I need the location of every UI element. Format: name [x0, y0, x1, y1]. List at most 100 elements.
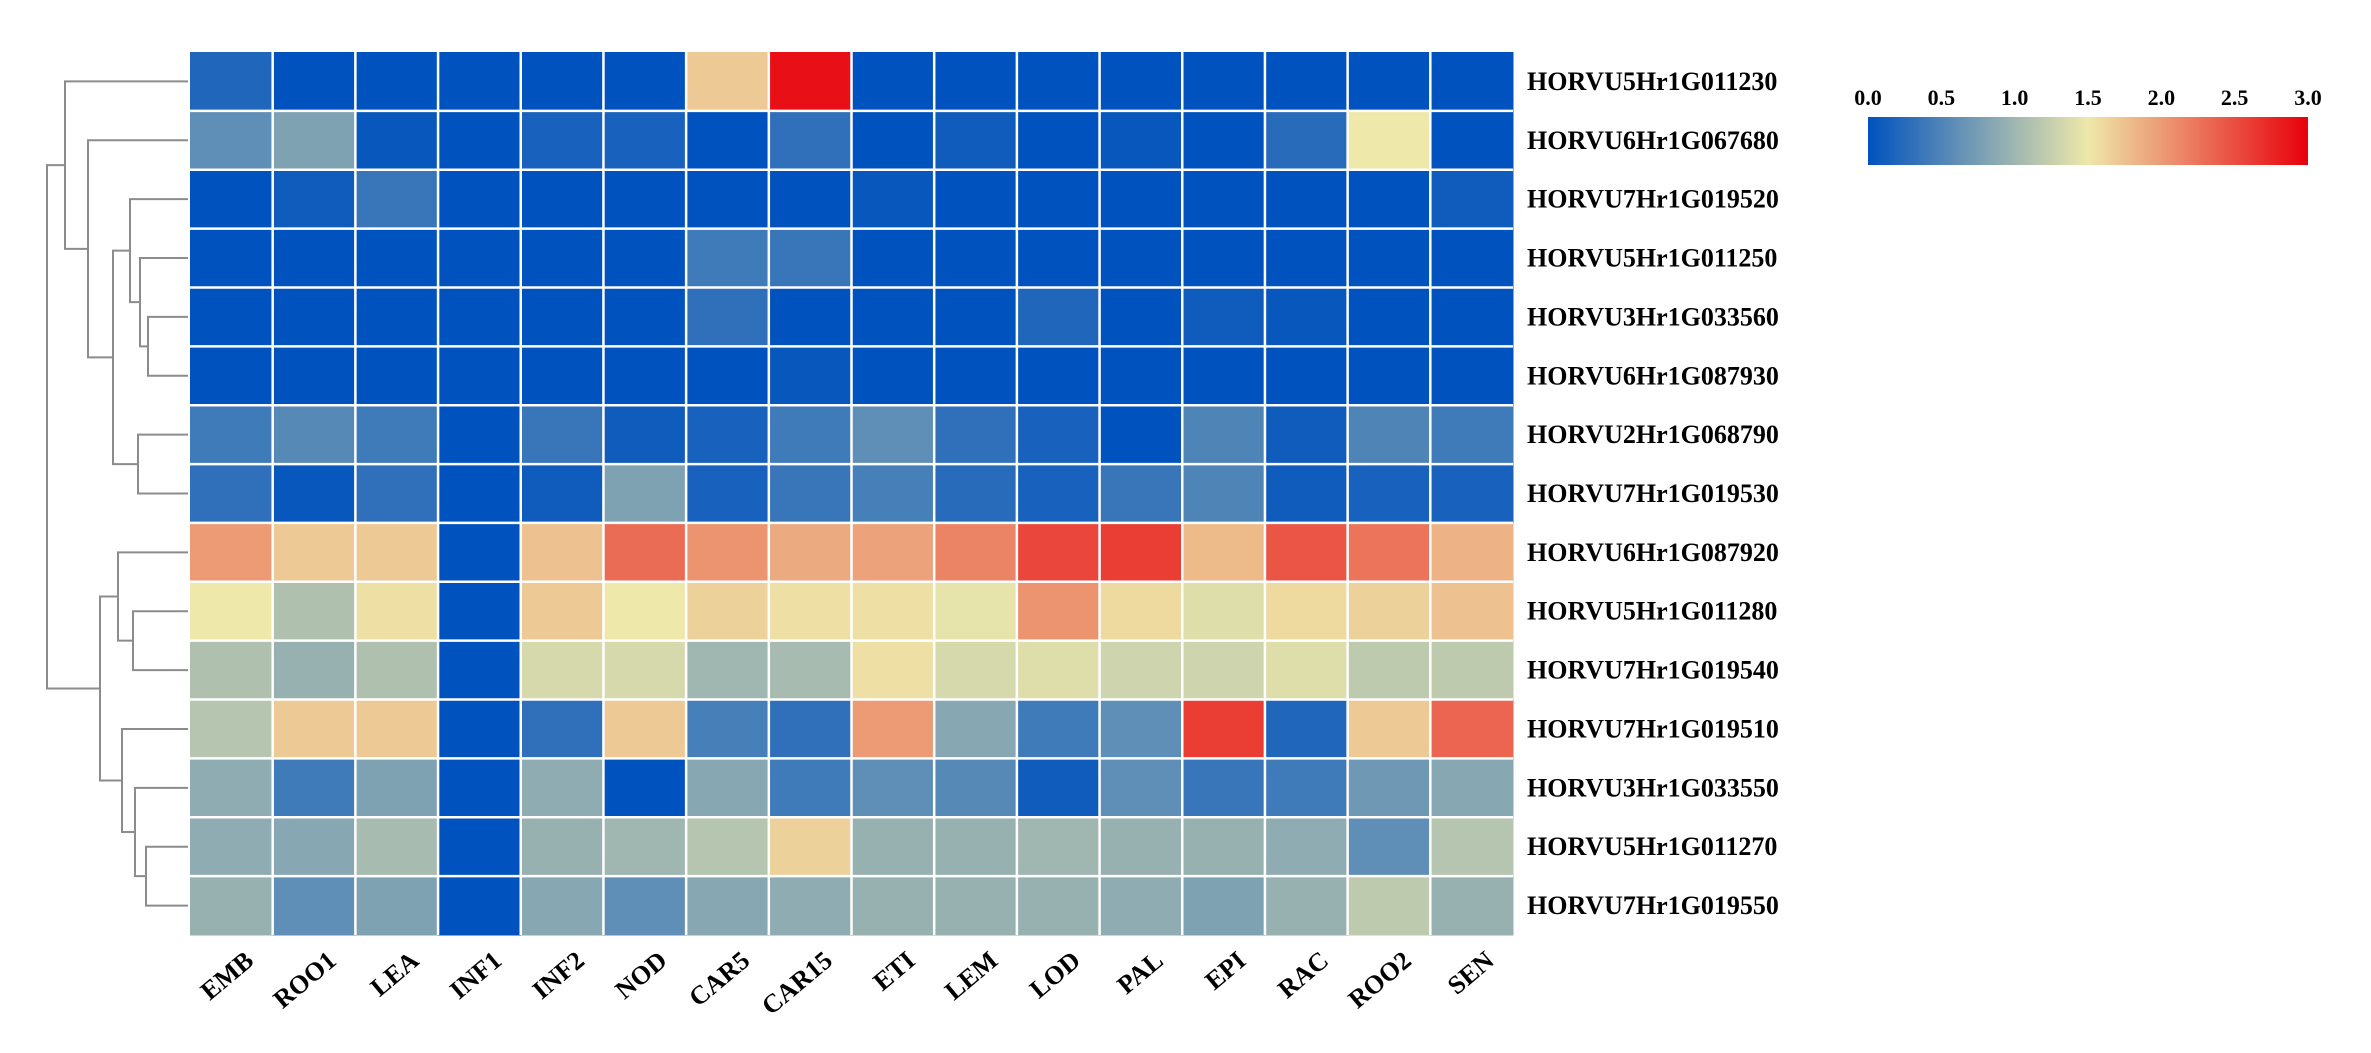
- heatmap-cell: [934, 758, 1018, 818]
- heatmap-cell: [438, 110, 522, 171]
- heatmap-cell: [1016, 110, 1101, 171]
- heatmap-cell: [1182, 581, 1266, 642]
- heatmap-cell: [520, 522, 604, 583]
- heatmap-cell: [438, 346, 522, 406]
- colorbar-tick-label: 0.5: [1928, 85, 1956, 110]
- heatmap-cell: [851, 228, 935, 288]
- column-label: CAR5: [683, 945, 755, 1012]
- heatmap-cell: [1264, 758, 1349, 818]
- row-label: HORVU3Hr1G033560: [1527, 302, 1779, 331]
- heatmap-cell: [1016, 640, 1101, 701]
- heatmap-cell: [520, 640, 604, 701]
- colorbar-tick-label: 3.0: [2294, 85, 2322, 110]
- heatmap-cell: [768, 228, 852, 288]
- heatmap-cell: [1099, 876, 1183, 936]
- row-label: HORVU7Hr1G019550: [1527, 891, 1779, 920]
- heatmap-cell: [603, 110, 687, 171]
- heatmap-cell: [1430, 699, 1514, 759]
- heatmap-cell: [1430, 640, 1514, 701]
- heatmap-cell: [1264, 110, 1349, 171]
- heatmap-cell: [1016, 876, 1101, 936]
- heatmap-cell: [520, 581, 604, 642]
- dendrogram-branch: [121, 727, 188, 833]
- heatmap-cell: [603, 228, 687, 288]
- heatmap-cell: [686, 464, 770, 524]
- heatmap-cell: [934, 581, 1018, 642]
- heatmap-cell: [438, 876, 522, 936]
- heatmap-cell: [603, 52, 687, 112]
- colorbar-tick-label: 0.0: [1854, 85, 1882, 110]
- heatmap-cell: [686, 699, 770, 759]
- heatmap-cell: [768, 581, 852, 642]
- heatmap-cell: [686, 817, 770, 877]
- heatmap-cell: [1347, 758, 1431, 818]
- heatmap-cell: [1182, 346, 1266, 406]
- heatmap-cell: [1099, 522, 1183, 583]
- heatmap-cell: [1430, 287, 1514, 347]
- heatmap-cell: [1347, 405, 1431, 465]
- heatmap-cell: [1182, 287, 1266, 347]
- column-label: INF2: [527, 945, 590, 1004]
- heatmap-cell: [520, 110, 604, 171]
- heatmap-grid: [190, 52, 1513, 935]
- heatmap-cell: [1347, 464, 1431, 524]
- heatmap-cell: [520, 758, 604, 818]
- colorbar-tick-label: 2.5: [2221, 85, 2249, 110]
- heatmap-cell: [520, 52, 604, 112]
- heatmap-cell: [1264, 228, 1349, 288]
- heatmap-cell: [520, 817, 604, 877]
- dendrogram-branch: [112, 249, 138, 466]
- column-label: LOD: [1024, 945, 1086, 1003]
- heatmap-cell: [1430, 228, 1514, 288]
- heatmap-cell: [1182, 876, 1266, 936]
- heatmap-cell: [1016, 169, 1101, 230]
- heatmap-cell: [1099, 110, 1183, 171]
- row-label: HORVU6Hr1G087920: [1527, 538, 1779, 567]
- heatmap-cell: [1099, 581, 1183, 642]
- heatmap-cell: [603, 287, 687, 347]
- heatmap-cell: [934, 640, 1018, 701]
- heatmap-cell: [355, 581, 439, 642]
- heatmap-cell: [190, 876, 274, 936]
- heatmap-cell: [1182, 405, 1266, 465]
- heatmap-cell: [1099, 817, 1183, 877]
- dendrogram-branch: [137, 433, 188, 495]
- heatmap-cell: [851, 581, 935, 642]
- heatmap-cell: [1264, 640, 1349, 701]
- column-label: SEN: [1442, 945, 1500, 1000]
- heatmap-cell: [851, 52, 935, 112]
- heatmap-cell: [355, 228, 439, 288]
- colorbar-tick-label: 1.5: [2074, 85, 2102, 110]
- heatmap-cell: [190, 287, 274, 347]
- heatmap-cell: [438, 522, 522, 583]
- dendrogram-branch: [64, 80, 188, 250]
- heatmap-cell: [438, 52, 522, 112]
- row-labels: HORVU5Hr1G011230 HORVU6Hr1G067680 HORVU7Hr…: [1527, 67, 1779, 920]
- heatmap-cell: [851, 287, 935, 347]
- heatmap-cell: [438, 817, 522, 877]
- heatmap-cell: [190, 169, 274, 230]
- heatmap-cell: [934, 228, 1018, 288]
- heatmap-cell: [1182, 758, 1266, 818]
- heatmap-cell: [190, 110, 274, 171]
- heatmap-cell: [1182, 110, 1266, 171]
- column-label: ETI: [868, 945, 921, 996]
- heatmap-cell: [1016, 464, 1101, 524]
- row-label: HORVU2Hr1G068790: [1527, 420, 1779, 449]
- row-label: HORVU6Hr1G067680: [1527, 126, 1779, 155]
- heatmap-cell: [1264, 346, 1349, 406]
- heatmap-cell: [768, 287, 852, 347]
- heatmap-cell: [934, 287, 1018, 347]
- heatmap-cell: [1016, 346, 1101, 406]
- heatmap-cell: [355, 522, 439, 583]
- heatmap-cell: [603, 640, 687, 701]
- heatmap-cell: [686, 522, 770, 583]
- heatmap-cell: [851, 817, 935, 877]
- heatmap-cell: [1182, 522, 1266, 583]
- heatmap-cell: [851, 169, 935, 230]
- heatmap-cell: [1347, 52, 1431, 112]
- heatmap-cell: [934, 405, 1018, 465]
- heatmap-cell: [1099, 464, 1183, 524]
- heatmap-cell: [768, 169, 852, 230]
- heatmap-cell: [768, 522, 852, 583]
